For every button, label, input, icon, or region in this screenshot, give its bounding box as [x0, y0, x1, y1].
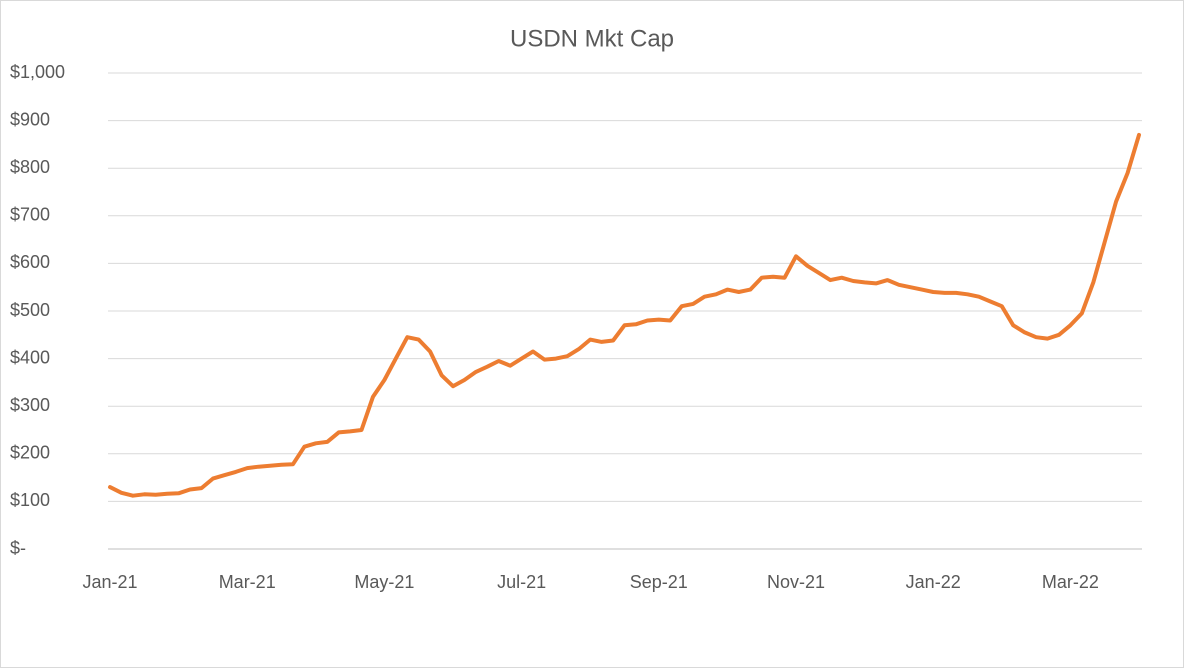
chart-title: USDN Mkt Cap	[510, 25, 674, 52]
line-series	[108, 132, 1141, 498]
x-tick-label: Sep-21	[630, 572, 688, 592]
x-tick-label: Mar-22	[1042, 572, 1099, 592]
x-tick-label: Jan-22	[906, 572, 961, 592]
y-tick-label: $-	[10, 538, 26, 558]
y-tick-label: $200	[10, 443, 50, 463]
y-tick-label: $400	[10, 347, 50, 367]
y-tick-label: $100	[10, 490, 50, 510]
y-tick-label: $1,000	[10, 62, 65, 82]
x-tick-label: Jul-21	[497, 572, 546, 592]
x-tick-label: Jan-21	[82, 572, 137, 592]
x-tick-label: May-21	[354, 572, 414, 592]
y-tick-label: $600	[10, 252, 50, 272]
y-tick-label: $900	[10, 109, 50, 129]
y-tick-label: $700	[10, 205, 50, 225]
x-tick-label: Mar-21	[219, 572, 276, 592]
x-tick-label: Nov-21	[767, 572, 825, 592]
y-tick-label: $300	[10, 395, 50, 415]
y-tick-label: $500	[10, 300, 50, 320]
y-tick-label: $800	[10, 157, 50, 177]
